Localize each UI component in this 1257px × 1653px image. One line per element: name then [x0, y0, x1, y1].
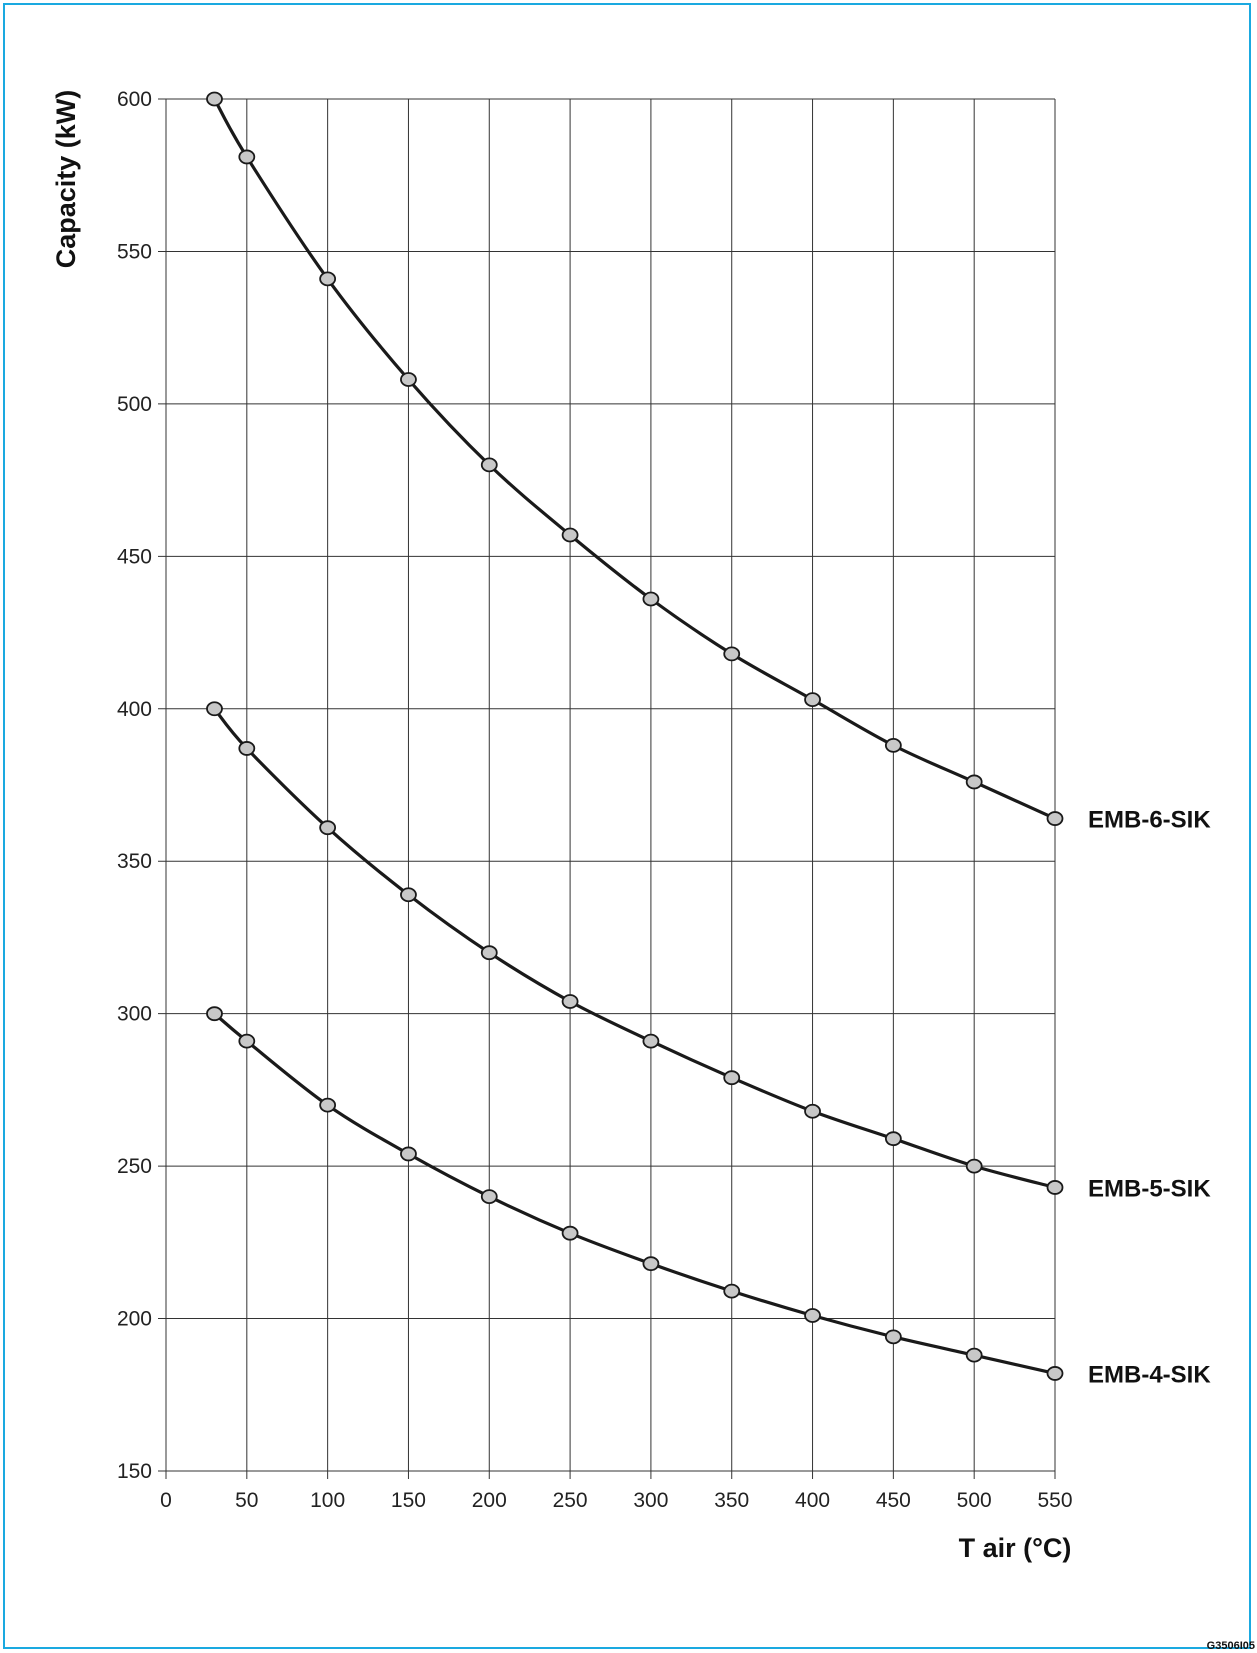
- data-point: [319, 1097, 337, 1113]
- data-point: [561, 1225, 579, 1241]
- y-tick-label: 400: [117, 698, 152, 721]
- data-point: [642, 1033, 660, 1049]
- series-label: EMB-5-SIK: [1088, 1175, 1211, 1202]
- data-point: [480, 457, 498, 473]
- data-point: [561, 527, 579, 543]
- data-point: [723, 1070, 741, 1086]
- data-point: [400, 1146, 417, 1162]
- y-axis-title: Capacity (kW): [51, 90, 81, 269]
- x-tick-label: 550: [1037, 1489, 1072, 1512]
- figure-code: G3506I05: [1207, 1640, 1255, 1652]
- series-line-emb-6-sik: [212, 97, 1057, 821]
- series-lines: [212, 97, 1057, 1376]
- x-tick-label: 500: [957, 1489, 992, 1512]
- data-point: [1046, 811, 1064, 826]
- x-tick-label: 0: [160, 1489, 172, 1512]
- x-tick-label: 300: [633, 1489, 668, 1512]
- data-point: [965, 1158, 983, 1174]
- x-tick-label: 250: [553, 1489, 588, 1512]
- data-point: [804, 1308, 821, 1323]
- y-tick-label: 350: [117, 850, 152, 873]
- data-point: [804, 1103, 821, 1119]
- data-point: [965, 774, 983, 790]
- data-markers: [206, 91, 1064, 1381]
- data-point: [642, 591, 660, 607]
- data-point: [723, 646, 741, 662]
- x-tick-label: 350: [714, 1489, 749, 1512]
- y-tick-label: 550: [117, 240, 152, 263]
- series-line-emb-4-sik: [212, 1012, 1057, 1376]
- x-tick-label: 450: [876, 1489, 911, 1512]
- y-tick-label: 600: [117, 88, 152, 111]
- data-point: [480, 945, 498, 961]
- data-point: [206, 1006, 223, 1022]
- data-point: [965, 1347, 983, 1363]
- data-point: [884, 1131, 902, 1147]
- data-point: [1046, 1366, 1064, 1381]
- data-point: [400, 372, 417, 387]
- y-tick-label: 150: [117, 1460, 152, 1483]
- data-point: [723, 1283, 741, 1299]
- x-tick-label: 100: [310, 1489, 345, 1512]
- y-tick-label: 200: [117, 1308, 152, 1331]
- data-point: [561, 994, 579, 1009]
- data-point: [804, 692, 821, 708]
- grid: [158, 98, 1056, 1479]
- data-point: [884, 737, 902, 753]
- series-label: EMB-6-SIK: [1088, 807, 1211, 834]
- data-point: [480, 1189, 498, 1204]
- y-tick-label: 250: [117, 1155, 152, 1178]
- x-tick-label: 400: [795, 1489, 830, 1512]
- figure-frame: [3, 3, 1251, 1649]
- y-tick-label: 300: [117, 1003, 152, 1026]
- data-point: [1046, 1180, 1064, 1195]
- axis-labels: Capacity (kW) T air (°C) G3506I05 0 50 100…: [51, 88, 1255, 1652]
- data-point: [884, 1329, 902, 1345]
- x-tick-label: 50: [235, 1489, 258, 1512]
- x-axis-title: T air (°C): [959, 1533, 1072, 1563]
- data-point: [400, 887, 417, 903]
- series-label: EMB-4-SIK: [1088, 1361, 1211, 1388]
- x-tick-label: 200: [472, 1489, 507, 1512]
- x-tick-label: 150: [391, 1489, 426, 1512]
- y-tick-label: 500: [117, 393, 152, 416]
- y-tick-label: 450: [117, 545, 152, 568]
- data-point: [206, 91, 223, 107]
- data-point: [319, 271, 337, 287]
- data-point: [319, 820, 337, 836]
- data-point: [642, 1256, 660, 1272]
- data-point: [238, 741, 256, 756]
- data-point: [238, 1033, 256, 1049]
- data-point: [206, 701, 223, 717]
- data-point: [238, 149, 256, 165]
